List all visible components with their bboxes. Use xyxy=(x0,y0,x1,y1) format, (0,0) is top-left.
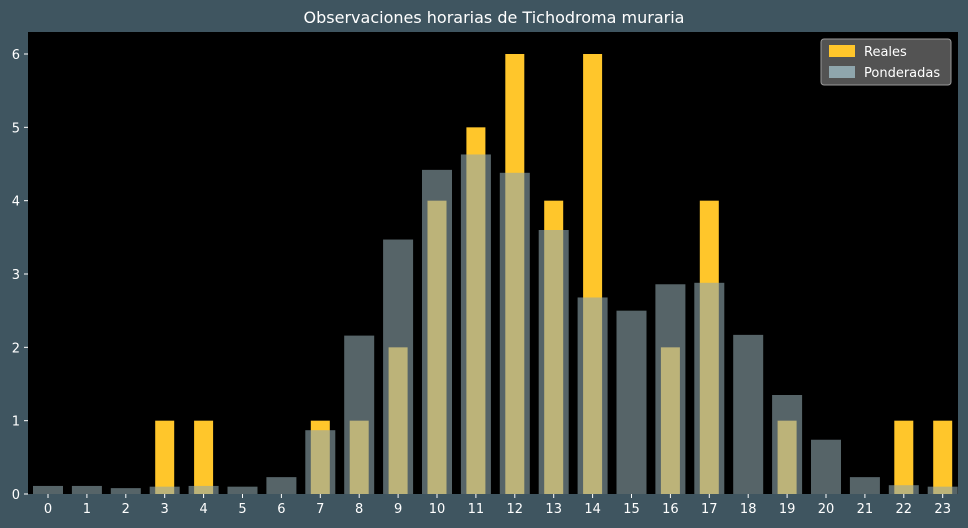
bar-ponderadas-2 xyxy=(110,488,141,494)
x-tick-label-18: 18 xyxy=(740,502,757,517)
bar-ponderadas-20 xyxy=(811,439,841,494)
x-tick-label-21: 21 xyxy=(857,502,874,517)
x-tick-label-0: 0 xyxy=(44,502,52,517)
legend-label-reales: Reales xyxy=(864,45,907,60)
bar-reales-3 xyxy=(155,420,175,494)
x-tick-label-20: 20 xyxy=(818,502,835,517)
bar-reales-4 xyxy=(194,420,214,494)
bar-ponderadas-0 xyxy=(33,485,63,494)
bars-layer xyxy=(33,54,958,495)
y-tick-label-6: 6 xyxy=(12,48,20,63)
bar-reales-23 xyxy=(933,420,953,494)
x-tick-label-12: 12 xyxy=(507,502,524,517)
x-tick-label-9: 9 xyxy=(394,502,402,517)
y-tick-label-4: 4 xyxy=(12,195,20,210)
bar-ponderadas-1 xyxy=(71,485,102,494)
bar-ponderadas-23 xyxy=(927,486,958,494)
bar-ponderadas-5 xyxy=(227,486,258,494)
x-tick-label-19: 19 xyxy=(779,502,796,517)
x-tick-label-5: 5 xyxy=(238,502,246,517)
chart-title: Observaciones horarias de Tichodroma mur… xyxy=(304,8,685,27)
plot-area xyxy=(28,32,958,494)
x-tick-label-16: 16 xyxy=(662,502,679,517)
x-tick-label-4: 4 xyxy=(199,502,207,517)
bar-ponderadas-7 xyxy=(305,430,336,494)
y-tick-label-0: 0 xyxy=(12,488,20,503)
x-tick-label-13: 13 xyxy=(545,502,562,517)
legend-swatch-ponderadas xyxy=(829,66,855,78)
bar-ponderadas-11 xyxy=(460,154,491,494)
y-tick-label-3: 3 xyxy=(12,268,20,283)
axes-layer: 0 1 2 3 4 5 6 7 8 9 10 11 12 13 14 15 16 17 18 19 20 21 22 2301… xyxy=(12,48,951,517)
y-tick-label-5: 5 xyxy=(12,121,20,136)
bar-ponderadas-6 xyxy=(266,477,297,494)
y-tick-label-2: 2 xyxy=(12,341,20,356)
bar-ponderadas-15 xyxy=(616,310,647,494)
chart-legend: Reales Ponderadas xyxy=(820,38,952,86)
x-tick-label-8: 8 xyxy=(355,502,363,517)
x-tick-label-15: 15 xyxy=(623,502,640,517)
x-tick-label-17: 17 xyxy=(701,502,718,517)
bar-ponderadas-12 xyxy=(499,172,530,495)
x-tick-label-23: 23 xyxy=(934,502,951,517)
bar-ponderadas-22 xyxy=(888,485,919,494)
bar-reales-22 xyxy=(894,420,914,494)
bar-ponderadas-13 xyxy=(538,230,569,494)
bar-ponderadas-8 xyxy=(344,335,375,494)
bar-ponderadas-9 xyxy=(383,239,414,494)
bar-ponderadas-19 xyxy=(772,395,803,494)
bar-ponderadas-14 xyxy=(577,297,608,494)
x-tick-label-22: 22 xyxy=(896,502,913,517)
x-tick-label-2: 2 xyxy=(122,502,130,517)
bar-ponderadas-3 xyxy=(149,486,180,494)
bar-ponderadas-21 xyxy=(849,477,880,494)
bar-ponderadas-10 xyxy=(422,169,452,494)
x-tick-label-11: 11 xyxy=(468,502,485,517)
x-tick-label-6: 6 xyxy=(277,502,285,517)
bar-ponderadas-17 xyxy=(694,282,725,494)
bar-ponderadas-16 xyxy=(655,284,686,494)
legend-label-ponderadas: Ponderadas xyxy=(864,66,940,81)
bar-ponderadas-18 xyxy=(733,334,764,494)
x-tick-label-10: 10 xyxy=(429,502,446,517)
x-tick-label-1: 1 xyxy=(83,502,91,517)
bar-ponderadas-4 xyxy=(188,485,219,494)
legend-swatch-reales xyxy=(829,45,855,57)
x-tick-label-3: 3 xyxy=(161,502,169,517)
x-tick-label-14: 14 xyxy=(584,502,601,517)
y-tick-label-1: 1 xyxy=(12,415,20,430)
x-tick-label-7: 7 xyxy=(316,502,324,517)
